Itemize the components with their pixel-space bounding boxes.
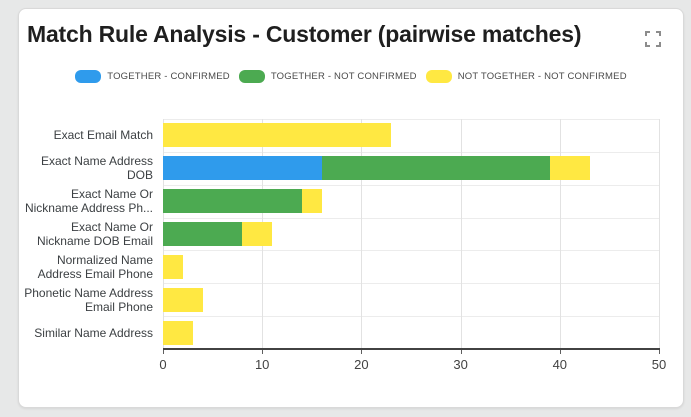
x-gridline: [361, 119, 363, 349]
legend-item[interactable]: TOGETHER - CONFIRMED: [75, 70, 230, 83]
chart-card: Match Rule Analysis - Customer (pairwise…: [18, 8, 684, 408]
legend-swatch-icon: [75, 70, 102, 83]
category-label: Similar Name Address: [34, 325, 153, 340]
x-tick: [361, 350, 363, 354]
x-tick-label: 0: [159, 357, 167, 372]
x-tick: [460, 350, 462, 354]
x-axis-line: [163, 348, 660, 350]
bar-segment[interactable]: [163, 320, 193, 345]
bar-chart: 0 10 20 30 40 50 Exact Email Match Exact Name …: [19, 119, 685, 389]
bar-segment[interactable]: [163, 123, 392, 148]
bar-row: [163, 254, 183, 279]
x-tick: [163, 350, 164, 354]
legend-swatch-icon: [425, 70, 452, 83]
row-gridline: [163, 283, 660, 284]
row-gridline: [163, 250, 660, 251]
row-gridline: [163, 119, 660, 120]
plot-area: 0 10 20 30 40 50: [159, 119, 666, 372]
bar-segment[interactable]: [301, 189, 322, 214]
bar-segment[interactable]: [163, 222, 243, 246]
legend-item[interactable]: NOT TOGETHER - NOT CONFIRMED: [425, 70, 627, 83]
bar-segment[interactable]: [163, 254, 183, 279]
legend-item[interactable]: TOGETHER - NOT CONFIRMED: [238, 70, 417, 83]
bar-segment[interactable]: [163, 189, 302, 214]
chart-legend: TOGETHER - CONFIRMED TOGETHER - NOT CONFI…: [19, 70, 683, 83]
bar-segment[interactable]: [321, 156, 550, 181]
legend-label: TOGETHER - CONFIRMED: [107, 71, 230, 82]
row-gridline: [163, 185, 660, 186]
bar-row: [163, 222, 273, 246]
chart-title: Match Rule Analysis - Customer (pairwise…: [27, 21, 582, 47]
bar-segment[interactable]: [163, 156, 322, 181]
category-label: Exact Name Or Nickname DOB Email: [36, 219, 153, 248]
row-gridline: [163, 218, 660, 219]
x-tick-label: 20: [354, 357, 369, 372]
x-gridline: [659, 119, 660, 349]
legend-swatch-icon: [238, 70, 265, 83]
legend-label: NOT TOGETHER - NOT CONFIRMED: [457, 71, 627, 82]
category-label: Exact Name Or Nickname Address Ph...: [24, 187, 153, 216]
bar-row: [163, 320, 193, 345]
bar-row: [163, 287, 203, 312]
bar-row: [163, 123, 392, 148]
bar-segment[interactable]: [242, 222, 273, 246]
category-label: Phonetic Name Address Email Phone: [24, 285, 153, 314]
x-tick-label: 40: [552, 357, 568, 372]
category-label: Normalized Name Address Email Phone: [37, 252, 153, 281]
x-tick-label: 10: [254, 357, 270, 372]
x-tick: [559, 350, 561, 354]
x-tick: [659, 350, 660, 354]
bar-row: [163, 189, 322, 214]
row-gridline: [163, 316, 660, 317]
bar-row: [163, 156, 590, 181]
x-tick-label: 30: [453, 357, 468, 372]
fullscreen-icon[interactable]: [645, 31, 661, 47]
x-tick-label: 50: [651, 357, 667, 372]
bar-segment[interactable]: [163, 287, 203, 312]
row-gridline: [163, 152, 660, 153]
category-label: Exact Email Match: [53, 128, 153, 143]
x-tick: [262, 350, 264, 354]
bar-segment[interactable]: [549, 156, 590, 181]
category-label: Exact Name Address DOB: [40, 154, 153, 183]
x-gridline: [559, 119, 561, 349]
legend-label: TOGETHER - NOT CONFIRMED: [270, 71, 417, 82]
x-gridline: [460, 119, 462, 349]
